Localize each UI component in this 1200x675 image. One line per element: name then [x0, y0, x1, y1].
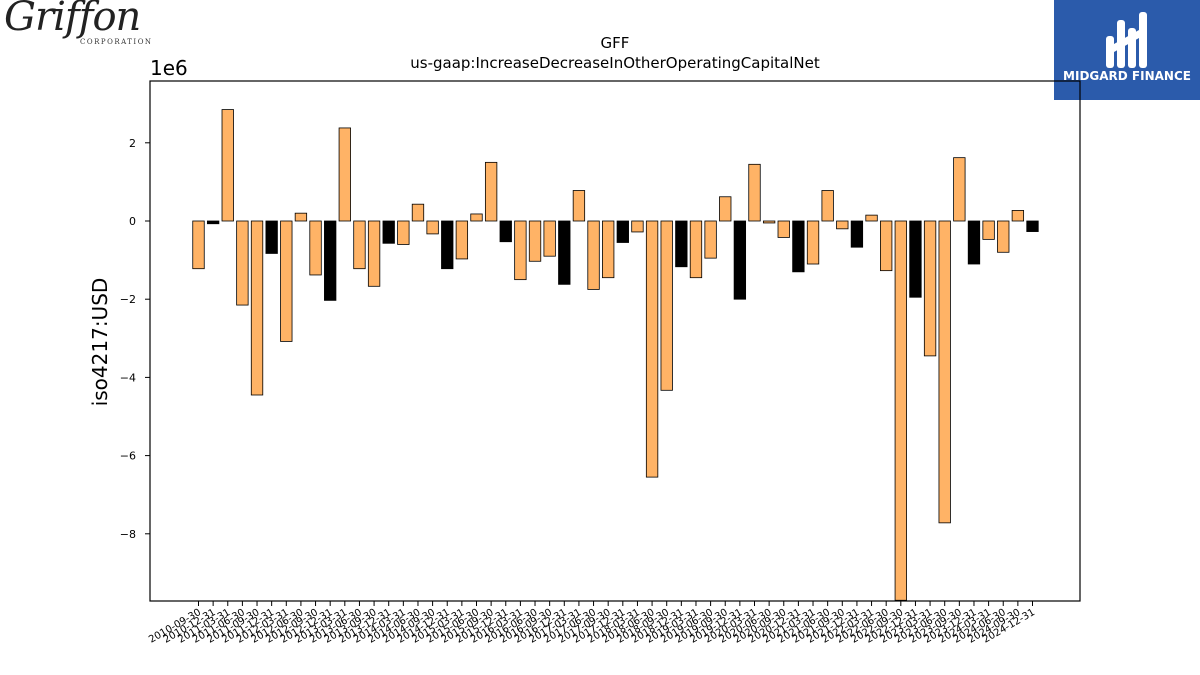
griffon-logo-wordmark: Griffon	[4, 0, 141, 40]
y-axis-label: iso4217:USD	[88, 278, 112, 407]
y-tick-label: −2	[120, 293, 136, 306]
bar-2012-06-30	[294, 212, 308, 222]
bar-2016-06-30	[528, 220, 542, 262]
midgard-finance-logo: MIDGARD FINANCE	[1054, 0, 1200, 100]
bar-2018-09-30	[660, 220, 673, 391]
y-tick-label: 0	[129, 215, 136, 228]
griffon-logo-subtitle: CORPORATION	[80, 38, 153, 46]
bar-2020-03-31	[748, 163, 761, 222]
bar-2014-12-31	[441, 220, 454, 270]
midgard-emblem-icon	[1106, 12, 1147, 68]
bar-2015-09-30	[484, 161, 498, 222]
bar-2022-03-31	[865, 214, 878, 222]
bar-2016-12-31	[558, 220, 571, 285]
bar-2019-12-31	[733, 220, 747, 300]
bar-2014-09-30	[426, 220, 439, 235]
bar-2017-06-30	[587, 220, 600, 290]
bar-2013-06-30	[353, 220, 366, 270]
bar-2017-09-30	[602, 220, 615, 279]
bar-2020-06-30	[762, 220, 776, 224]
bar-2015-12-31	[499, 220, 512, 243]
bar-2012-12-31	[324, 220, 337, 301]
griffon-logo: Griffon CORPORATION	[4, 0, 170, 48]
bar-2017-12-31	[616, 220, 629, 243]
bar-2018-12-31	[675, 220, 688, 268]
bar-2017-03-31	[572, 190, 586, 222]
bar-2013-12-31	[382, 220, 395, 244]
bar-2021-03-31	[806, 220, 820, 265]
bar-2013-03-31	[338, 127, 351, 222]
bars-layer	[192, 109, 1039, 601]
bar-2023-06-30	[938, 220, 951, 524]
bar-2018-03-31	[631, 220, 644, 233]
bar-2019-06-30	[704, 220, 717, 259]
y-axis: −8 −6 −4 −2 0 2	[120, 137, 150, 541]
bar-2023-03-31	[923, 220, 937, 357]
bar-2021-09-30	[836, 220, 849, 230]
bar-2011-06-30	[236, 220, 249, 306]
bar-2014-06-30	[411, 203, 425, 222]
bar-2016-03-31	[514, 220, 527, 281]
bar-2024-12-31	[1026, 220, 1039, 232]
y-tick-label: −8	[120, 528, 136, 541]
bar-2012-03-31	[280, 220, 293, 342]
bar-2011-03-31	[221, 109, 234, 222]
bar-2018-06-30	[645, 220, 659, 478]
bar-2020-12-31	[792, 220, 805, 273]
bar-2010-09-30	[192, 220, 205, 270]
plot-frame	[149, 80, 1081, 602]
bar-2013-09-30	[367, 220, 381, 287]
bar-2020-09-30	[777, 220, 790, 238]
y-tick-label: 2	[129, 137, 136, 150]
bar-2021-12-31	[850, 220, 864, 248]
bar-2011-09-30	[250, 220, 264, 396]
bar-2023-09-30	[953, 157, 966, 222]
bar-2023-12-31	[967, 220, 981, 265]
x-axis: 2010-09-302010-12-312011-03-312011-06-30…	[147, 601, 1037, 646]
bar-2022-09-30	[894, 220, 907, 601]
bar-2022-12-31	[909, 220, 922, 298]
chart-title: GFF	[601, 34, 630, 52]
bar-2024-03-31	[982, 220, 995, 240]
bar-2015-06-30	[470, 213, 483, 222]
chart-subtitle: us-gaap:IncreaseDecreaseInOtherOperating…	[410, 54, 820, 72]
bar-2022-06-30	[880, 220, 893, 272]
bar-2012-09-30	[309, 220, 322, 276]
y-tick-label: −6	[120, 450, 136, 463]
bar-2014-03-31	[397, 220, 410, 245]
y-scale-label: 1e6	[150, 56, 188, 80]
bar-2024-06-30	[997, 220, 1010, 253]
bar-2010-12-31	[206, 220, 220, 225]
bar-2019-03-31	[689, 220, 703, 279]
bar-2024-09-30	[1011, 210, 1025, 222]
bar-2015-03-31	[455, 220, 469, 260]
bar-2011-12-31	[265, 220, 278, 254]
bar-2016-09-30	[543, 220, 556, 257]
midgard-logo-text: MIDGARD FINANCE	[1063, 69, 1191, 83]
bar-2019-09-30	[719, 196, 732, 222]
bar-2021-06-30	[821, 190, 834, 222]
y-tick-label: −4	[120, 371, 136, 384]
